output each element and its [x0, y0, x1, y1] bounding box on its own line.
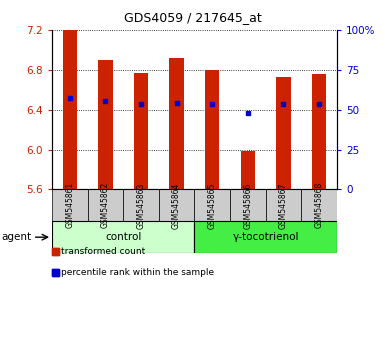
Text: transformed count: transformed count	[61, 247, 145, 256]
Bar	[194, 221, 337, 253]
Text: GSM545861: GSM545861	[65, 182, 74, 228]
Bar	[230, 189, 266, 221]
Text: agent: agent	[2, 232, 32, 242]
Bar	[194, 189, 230, 221]
Bar	[312, 74, 326, 189]
Text: GSM545862: GSM545862	[101, 182, 110, 228]
Bar	[159, 189, 194, 221]
Text: GSM545868: GSM545868	[315, 182, 323, 228]
Bar	[52, 189, 88, 221]
Bar	[169, 58, 184, 189]
Text: percentile rank within the sample: percentile rank within the sample	[61, 268, 214, 277]
Text: GSM545865: GSM545865	[208, 182, 217, 229]
Bar	[205, 70, 219, 189]
Bar	[301, 189, 337, 221]
Bar	[63, 30, 77, 189]
Bar	[98, 60, 112, 189]
Bar	[52, 221, 194, 253]
Text: GDS4059 / 217645_at: GDS4059 / 217645_at	[124, 11, 261, 24]
Text: GSM545866: GSM545866	[243, 182, 252, 229]
Bar	[276, 77, 291, 189]
Bar	[52, 248, 59, 255]
Text: γ-tocotrienol: γ-tocotrienol	[233, 232, 299, 242]
Bar	[123, 189, 159, 221]
Bar	[134, 73, 148, 189]
Bar	[52, 248, 59, 255]
Bar	[266, 189, 301, 221]
Bar	[88, 189, 123, 221]
Bar	[52, 269, 59, 276]
Text: GSM545863: GSM545863	[137, 182, 146, 229]
Text: control: control	[105, 232, 141, 242]
Bar	[52, 269, 59, 276]
Text: GSM545864: GSM545864	[172, 182, 181, 229]
Text: GSM545867: GSM545867	[279, 182, 288, 229]
Bar	[241, 150, 255, 189]
